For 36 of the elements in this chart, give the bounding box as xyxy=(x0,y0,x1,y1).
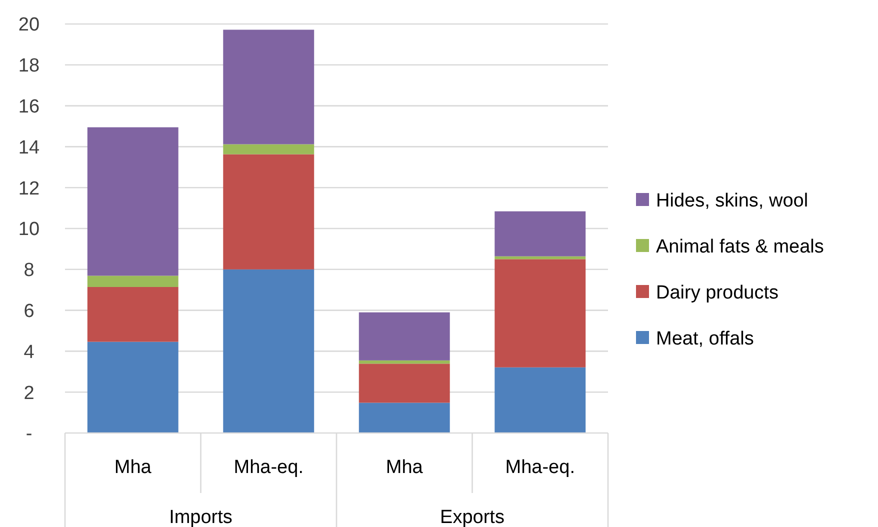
y-tick-label: 16 xyxy=(18,96,40,118)
y-tick-label: 20 xyxy=(18,14,40,36)
y-tick-label: 18 xyxy=(18,56,40,77)
bar xyxy=(223,269,314,433)
bar xyxy=(494,259,586,368)
bar xyxy=(87,276,178,287)
x-tick-label: Mha-eq. xyxy=(234,457,304,478)
bar xyxy=(358,364,450,403)
y-tick-label: 10 xyxy=(18,219,40,240)
legend-label: Animal fats & meals xyxy=(656,236,824,258)
y-tick-label: 14 xyxy=(18,137,40,158)
bar xyxy=(87,127,178,276)
bar xyxy=(223,30,314,144)
bar xyxy=(494,211,586,256)
bar xyxy=(223,144,314,154)
bar xyxy=(358,402,450,433)
bar xyxy=(223,154,314,270)
bar xyxy=(494,367,586,433)
x-tick-label: Mha-eq. xyxy=(505,457,575,478)
text: Imports xyxy=(169,507,232,527)
legend-label: Dairy products xyxy=(656,282,778,304)
y-tick-label: 12 xyxy=(18,178,40,200)
bar xyxy=(87,286,178,342)
y-tick-label: 8 xyxy=(24,260,34,282)
y-tick-label: 4 xyxy=(24,342,35,363)
x-tick-label: Mha xyxy=(386,457,424,478)
y-tick-label: 6 xyxy=(24,300,34,322)
bar xyxy=(358,312,450,360)
bar xyxy=(87,342,178,433)
legend-label: Hides, skins, wool xyxy=(656,190,808,212)
bar xyxy=(358,360,450,364)
text: Exports xyxy=(440,507,504,527)
y-tick-label: - xyxy=(26,424,32,445)
legend-label: Meat, offals xyxy=(656,328,754,350)
y-tick-label: 2 xyxy=(24,382,34,404)
x-tick-label: Mha xyxy=(114,457,152,478)
